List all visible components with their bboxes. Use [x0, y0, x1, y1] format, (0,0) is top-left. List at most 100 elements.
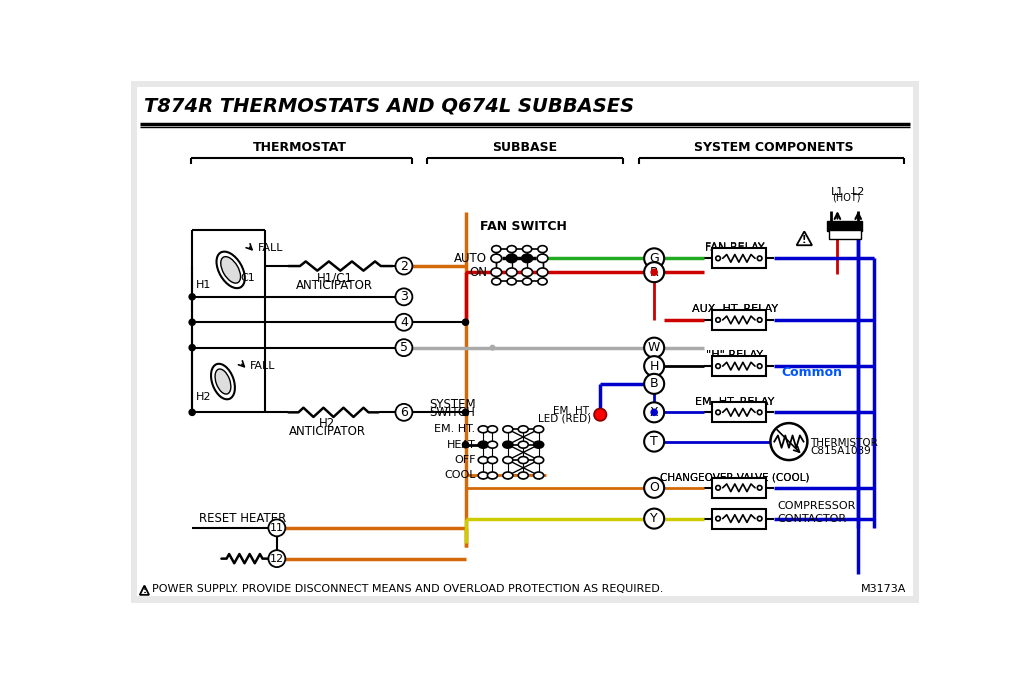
Ellipse shape: [507, 278, 516, 285]
Circle shape: [716, 318, 720, 322]
Circle shape: [644, 262, 665, 282]
Text: H1: H1: [196, 280, 211, 290]
Text: 2: 2: [400, 259, 408, 273]
Text: 3: 3: [400, 290, 408, 303]
Text: EM. HT.: EM. HT.: [434, 424, 475, 434]
Bar: [827, 221, 862, 232]
Text: "H" RELAY: "H" RELAY: [707, 351, 764, 360]
Text: ON: ON: [469, 265, 487, 279]
Circle shape: [490, 345, 495, 350]
Circle shape: [463, 410, 469, 416]
Circle shape: [463, 441, 469, 447]
Circle shape: [758, 485, 762, 490]
Text: SYSTEM COMPONENTS: SYSTEM COMPONENTS: [693, 141, 853, 154]
Ellipse shape: [538, 278, 547, 285]
Bar: [712, 310, 766, 330]
Circle shape: [189, 294, 196, 300]
Ellipse shape: [487, 441, 498, 448]
Ellipse shape: [478, 472, 488, 479]
Circle shape: [770, 423, 807, 460]
Text: 6: 6: [400, 406, 408, 419]
Text: EM. HT. RELAY: EM. HT. RELAY: [695, 397, 775, 407]
Ellipse shape: [522, 246, 531, 253]
Bar: [712, 402, 766, 422]
Circle shape: [594, 408, 606, 421]
Circle shape: [189, 410, 196, 416]
Ellipse shape: [534, 426, 544, 433]
Circle shape: [644, 356, 665, 376]
Text: OFF: OFF: [454, 455, 475, 465]
Ellipse shape: [487, 426, 498, 433]
Circle shape: [758, 410, 762, 414]
Ellipse shape: [490, 254, 502, 263]
Text: COMPRESSOR
CONTACTOR: COMPRESSOR CONTACTOR: [777, 501, 856, 523]
Ellipse shape: [478, 456, 488, 464]
Text: T: T: [650, 435, 658, 448]
Circle shape: [395, 339, 413, 356]
Text: H2: H2: [318, 418, 335, 431]
Circle shape: [716, 256, 720, 261]
Text: AUX. HT. RELAY: AUX. HT. RELAY: [692, 304, 778, 314]
Circle shape: [716, 410, 720, 414]
Text: HEAT: HEAT: [446, 439, 475, 450]
Ellipse shape: [478, 441, 488, 448]
Text: !: !: [142, 586, 146, 594]
Ellipse shape: [518, 441, 528, 448]
Text: 12: 12: [269, 554, 284, 564]
Text: W: W: [648, 341, 660, 354]
Text: EM. HT. RELAY: EM. HT. RELAY: [695, 397, 775, 407]
Ellipse shape: [490, 268, 502, 276]
Text: 11: 11: [270, 523, 284, 533]
Circle shape: [189, 319, 196, 326]
Circle shape: [644, 338, 665, 357]
Ellipse shape: [522, 278, 531, 285]
Ellipse shape: [211, 364, 234, 399]
Ellipse shape: [521, 268, 532, 276]
Text: FALL: FALL: [258, 243, 283, 253]
Circle shape: [395, 404, 413, 421]
Circle shape: [644, 402, 665, 422]
Text: FAN RELAY: FAN RELAY: [706, 242, 765, 252]
Text: T874R THERMOSTATS AND Q674L SUBBASES: T874R THERMOSTATS AND Q674L SUBBASES: [144, 96, 635, 115]
Text: "H" RELAY: "H" RELAY: [707, 351, 764, 360]
Circle shape: [758, 364, 762, 368]
Text: RESET HEATER: RESET HEATER: [199, 512, 286, 525]
Circle shape: [716, 485, 720, 490]
Text: H: H: [649, 359, 658, 372]
Ellipse shape: [503, 472, 513, 479]
Ellipse shape: [487, 472, 498, 479]
Text: R: R: [650, 265, 658, 279]
Text: L1: L1: [830, 187, 844, 197]
Text: POWER SUPPLY. PROVIDE DISCONNECT MEANS AND OVERLOAD PROTECTION AS REQUIRED.: POWER SUPPLY. PROVIDE DISCONNECT MEANS A…: [153, 584, 664, 594]
Ellipse shape: [503, 456, 513, 464]
Circle shape: [758, 517, 762, 521]
Text: L2: L2: [852, 187, 865, 197]
Text: COOL: COOL: [444, 471, 475, 481]
Circle shape: [758, 318, 762, 322]
Circle shape: [189, 345, 196, 351]
Ellipse shape: [538, 254, 548, 263]
Text: FALL: FALL: [250, 361, 275, 371]
Circle shape: [651, 269, 657, 276]
Text: AUX. HT. RELAY: AUX. HT. RELAY: [692, 304, 778, 314]
Text: Y: Y: [650, 512, 658, 525]
Text: M3173A: M3173A: [861, 584, 906, 594]
Ellipse shape: [492, 246, 501, 253]
Bar: [712, 478, 766, 498]
Circle shape: [651, 410, 657, 416]
Circle shape: [268, 519, 286, 536]
Text: ANTICIPATOR: ANTICIPATOR: [296, 279, 373, 292]
Text: EM. HT.: EM. HT.: [553, 406, 591, 416]
Ellipse shape: [216, 252, 245, 288]
Ellipse shape: [518, 456, 528, 464]
Text: SWITCH: SWITCH: [430, 406, 475, 419]
Text: C1: C1: [241, 273, 255, 282]
Circle shape: [716, 517, 720, 521]
Text: H1/C1: H1/C1: [316, 271, 352, 284]
Text: Common: Common: [781, 366, 842, 379]
Ellipse shape: [518, 472, 528, 479]
Circle shape: [463, 319, 469, 326]
Ellipse shape: [534, 456, 544, 464]
Text: O: O: [649, 481, 659, 494]
Text: FAN RELAY: FAN RELAY: [706, 242, 765, 253]
